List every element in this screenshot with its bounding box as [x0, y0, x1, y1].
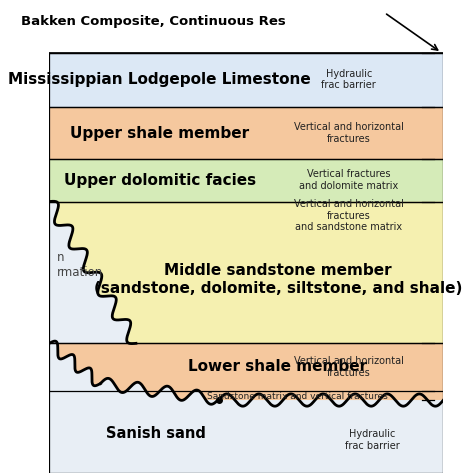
- Text: Sandstone matrix and vertical fractures: Sandstone matrix and vertical fractures: [207, 392, 388, 401]
- Text: Hydraulic
frac barrier: Hydraulic frac barrier: [321, 69, 376, 91]
- Text: Vertical and horizontal
fractures
and sandstone matrix: Vertical and horizontal fractures and sa…: [294, 199, 404, 232]
- Text: Sanish sand: Sanish sand: [106, 426, 206, 441]
- Text: n
rmation: n rmation: [57, 251, 103, 279]
- Bar: [49, 0, 443, 53]
- Bar: [49, 53, 443, 107]
- Text: Vertical and horizontal
fractures: Vertical and horizontal fractures: [294, 356, 404, 378]
- Polygon shape: [49, 341, 219, 404]
- Bar: [49, 201, 443, 343]
- Text: Upper shale member: Upper shale member: [70, 126, 249, 140]
- Bar: [49, 107, 443, 159]
- Text: Vertical fractures
and dolomite matrix: Vertical fractures and dolomite matrix: [299, 170, 399, 191]
- Polygon shape: [49, 201, 443, 344]
- Text: Upper dolomitic facies: Upper dolomitic facies: [64, 173, 255, 188]
- Bar: [49, 391, 443, 474]
- Text: Hydraulic
frac barrier: Hydraulic frac barrier: [345, 429, 400, 451]
- Bar: [49, 159, 443, 201]
- Text: Middle sandstone member
(sandstone, dolomite, siltstone, and shale): Middle sandstone member (sandstone, dolo…: [94, 264, 462, 296]
- Text: Bakken Composite, Continuous Res: Bakken Composite, Continuous Res: [21, 16, 286, 28]
- Polygon shape: [49, 201, 136, 344]
- Text: Mississippian Lodgepole Limestone: Mississippian Lodgepole Limestone: [8, 72, 311, 87]
- Polygon shape: [49, 341, 443, 404]
- Text: Lower shale member: Lower shale member: [188, 359, 367, 374]
- Bar: [49, 343, 443, 391]
- Text: Vertical and horizontal
fractures: Vertical and horizontal fractures: [294, 122, 404, 144]
